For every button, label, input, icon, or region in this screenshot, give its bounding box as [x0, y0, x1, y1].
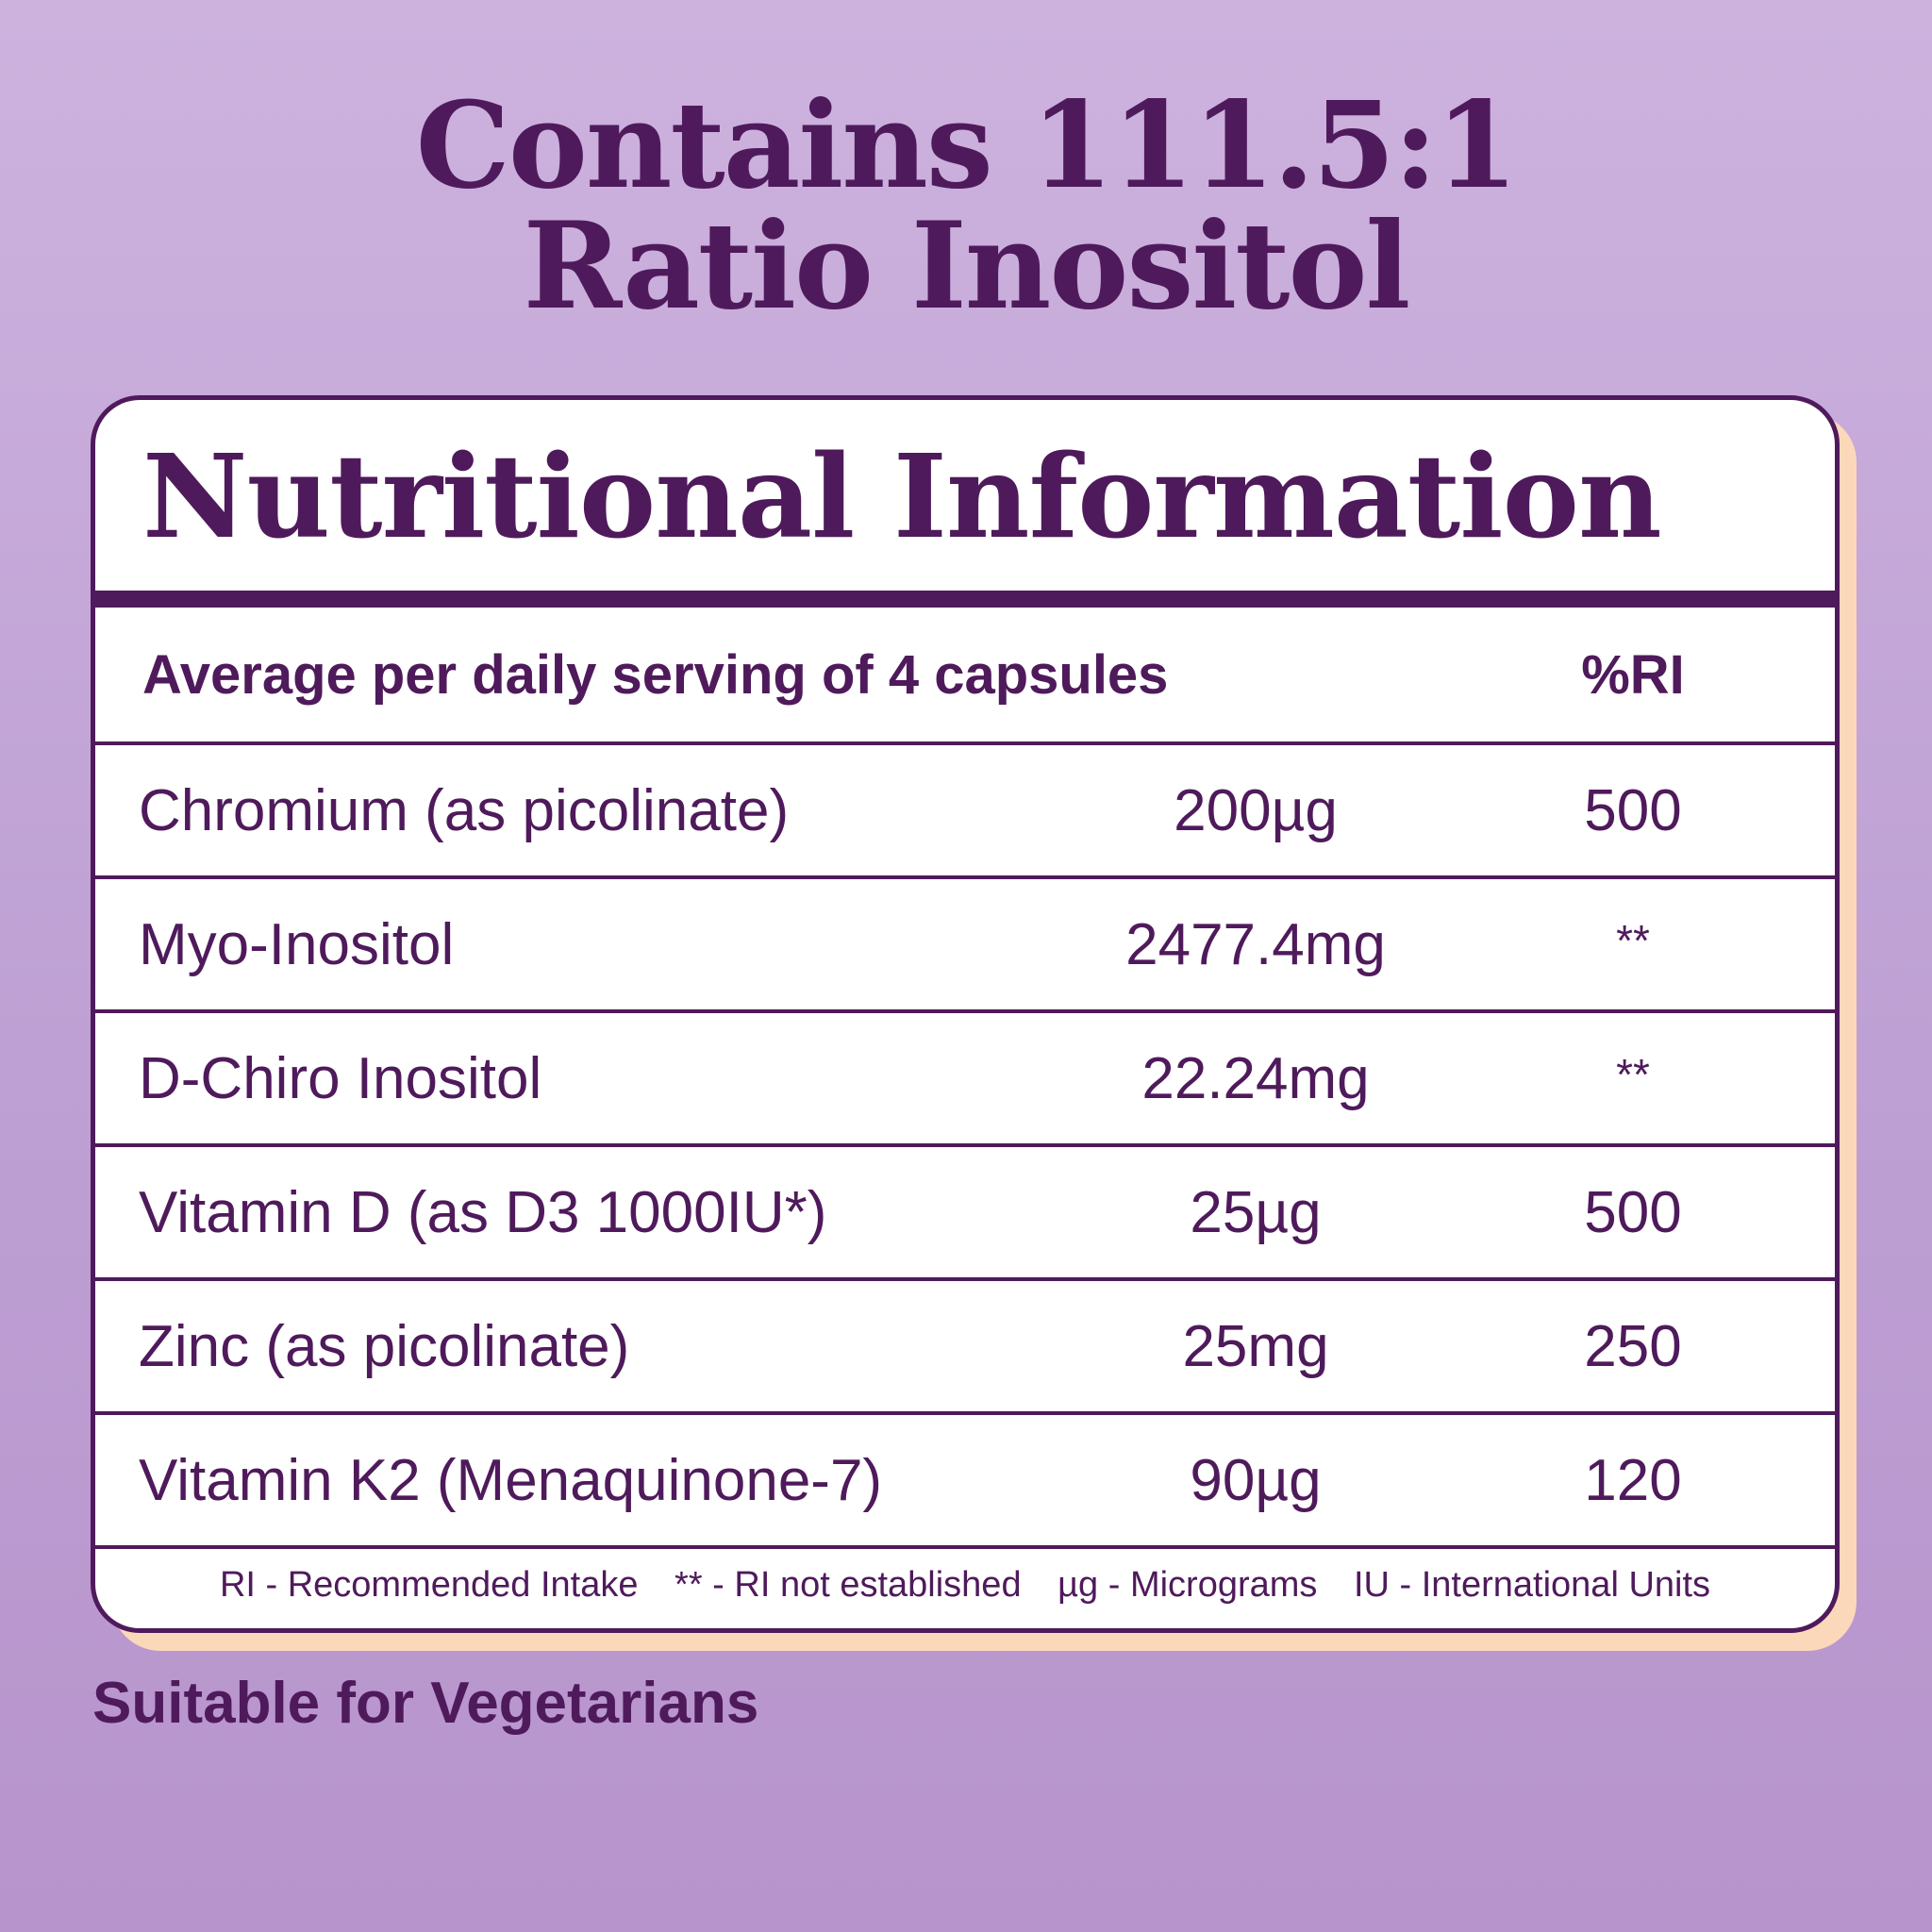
nutrient-ri: 500	[1584, 1179, 1682, 1245]
table-header-row: Average per daily serving of 4 capsules …	[95, 608, 1835, 745]
nutrient-name: Zinc (as picolinate)	[139, 1313, 630, 1379]
footnote-ri: RI - Recommended Intake	[219, 1565, 639, 1605]
footnote-legend: RI - Recommended Intake ** - RI not esta…	[95, 1560, 1835, 1609]
headline-line-1: Contains 111.5:1	[415, 75, 1519, 215]
nutrient-amount: 2477.4mg	[1125, 911, 1386, 977]
nutrient-ri: **	[1616, 1050, 1650, 1099]
table-row: Zinc (as picolinate) 25mg 250	[95, 1281, 1835, 1415]
nutrient-name: Myo-Inositol	[139, 911, 455, 977]
headline: Contains 111.5:1 Ratio Inositol	[0, 85, 1932, 326]
panel-title: Nutritional Information	[142, 428, 1662, 564]
table-row: Vitamin K2 (Menaquinone-7) 90µg 120	[95, 1415, 1835, 1549]
nutrient-amount: 200µg	[1174, 777, 1338, 843]
table-row: Myo-Inositol 2477.4mg **	[95, 879, 1835, 1013]
footnote-micrograms: µg - Micrograms	[1058, 1565, 1318, 1605]
nutrient-amount: 25mg	[1182, 1313, 1329, 1379]
title-divider	[95, 591, 1835, 608]
vegetarian-label: Suitable for Vegetarians	[92, 1671, 759, 1736]
nutrient-ri: 250	[1584, 1313, 1682, 1379]
nutrient-name: Chromium (as picolinate)	[139, 777, 790, 843]
table-row: Vitamin D (as D3 1000IU*) 25µg 500	[95, 1147, 1835, 1281]
nutrient-amount: 25µg	[1190, 1179, 1322, 1245]
nutrition-table: Average per daily serving of 4 capsules …	[95, 608, 1835, 1549]
table-row: D-Chiro Inositol 22.24mg **	[95, 1013, 1835, 1147]
footnote-not-established: ** - RI not established	[675, 1565, 1022, 1605]
nutrient-ri: 120	[1584, 1447, 1682, 1513]
ri-column-header: %RI	[1581, 643, 1685, 706]
nutrient-amount: 22.24mg	[1141, 1045, 1370, 1111]
nutrient-ri: 500	[1584, 777, 1682, 843]
footnote-iu: IU - International Units	[1353, 1565, 1711, 1605]
serving-label: Average per daily serving of 4 capsules	[142, 643, 1169, 706]
nutrient-amount: 90µg	[1190, 1447, 1322, 1513]
nutrient-name: Vitamin D (as D3 1000IU*)	[139, 1179, 827, 1245]
headline-line-2: Ratio Inositol	[523, 196, 1411, 336]
nutrient-name: D-Chiro Inositol	[139, 1045, 542, 1111]
nutrient-ri: **	[1616, 916, 1650, 965]
nutrient-name: Vitamin K2 (Menaquinone-7)	[139, 1447, 883, 1513]
nutrition-panel: Nutritional Information Average per dail…	[91, 395, 1840, 1633]
table-row: Chromium (as picolinate) 200µg 500	[95, 745, 1835, 879]
